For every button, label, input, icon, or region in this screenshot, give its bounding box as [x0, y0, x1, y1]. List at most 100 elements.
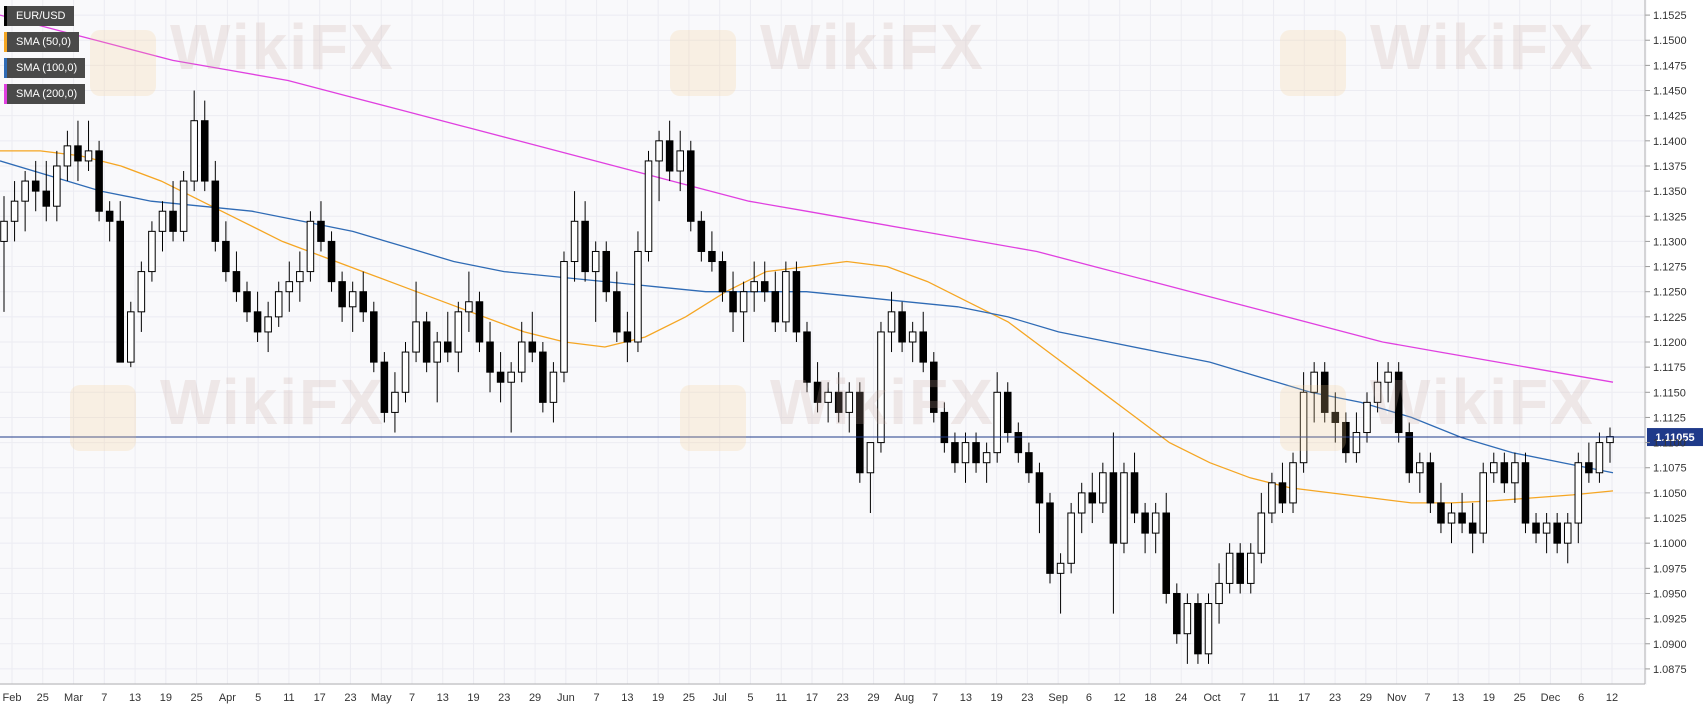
candle-body [644, 160, 653, 252]
x-tick-label: 29 [867, 692, 879, 704]
candle-body [1077, 492, 1086, 514]
candle-body [866, 442, 875, 474]
legend-swatch [4, 84, 7, 104]
x-tick-label: 17 [1298, 692, 1310, 704]
candle-body [200, 120, 209, 182]
x-tick-label: 29 [1360, 692, 1372, 704]
x-tick-label: 11 [1268, 692, 1279, 704]
candle-body [1490, 462, 1498, 474]
legend-label: SMA (50,0) [16, 36, 72, 48]
legend-swatch [4, 58, 7, 78]
x-tick-label: Sep [1048, 692, 1068, 704]
y-tick-label: 1.1350 [1653, 186, 1687, 198]
candle-body [1310, 371, 1318, 393]
y-tick-label: 1.0950 [1653, 588, 1687, 600]
candle-body [21, 180, 29, 202]
candle-body [1468, 522, 1477, 534]
y-tick-label: 1.0875 [1653, 664, 1687, 676]
candle-body [782, 271, 790, 323]
candle-body [222, 240, 230, 273]
x-tick-label: 7 [932, 692, 938, 704]
x-tick-label: 19 [990, 692, 1002, 704]
candle-body [454, 311, 463, 353]
x-tick-label: 6 [1086, 692, 1092, 704]
candle-body [813, 381, 822, 403]
watermark-text: WikiFX [760, 11, 985, 83]
candle-body [549, 371, 558, 403]
candle-body [422, 321, 431, 363]
candle-body [338, 281, 346, 308]
watermark-logo [1280, 30, 1346, 96]
last-price-line: 1.11055 [0, 428, 1703, 447]
candle-body [10, 200, 19, 222]
x-tick-label: 11 [776, 692, 787, 704]
legend-sma100[interactable]: SMA (100,0) [4, 58, 86, 78]
candle-body [1035, 472, 1044, 504]
legend-sma200[interactable]: SMA (200,0) [4, 84, 86, 104]
candle-body [412, 321, 420, 353]
candle-body [1204, 603, 1213, 655]
candle-body [370, 311, 378, 363]
candle-body [53, 165, 61, 207]
legend-swatch [4, 6, 7, 26]
candle-body [824, 391, 832, 403]
candle-body [539, 351, 547, 403]
candle-body [1141, 512, 1149, 534]
candle-body [190, 120, 198, 182]
candle-body [486, 341, 494, 373]
x-tick-label: May [371, 692, 392, 704]
candle-body [116, 220, 124, 363]
candle-body [1416, 462, 1424, 474]
candle-body [1553, 522, 1561, 544]
candle-body [919, 331, 927, 363]
y-tick-label: 1.1475 [1653, 60, 1687, 72]
candle-body [1352, 432, 1361, 454]
candle-body [433, 341, 441, 363]
candle-body [560, 261, 568, 373]
candle-body [1606, 436, 1614, 444]
candle-body [1532, 522, 1540, 534]
candle-body [507, 371, 515, 383]
y-tick-label: 1.0900 [1653, 639, 1687, 651]
candle-body [887, 311, 896, 333]
candle-body [697, 220, 706, 252]
watermark-logo [70, 385, 136, 451]
last-price-label: 1.11055 [1655, 432, 1694, 444]
candle-body [327, 240, 336, 283]
candle-body [940, 411, 949, 444]
candle-body [877, 331, 885, 444]
x-tick-label: 7 [409, 692, 415, 704]
x-tick-label: 7 [594, 692, 600, 704]
watermark-text: WikiFX [770, 366, 995, 438]
x-tick-label: 19 [467, 692, 479, 704]
candle-body [760, 281, 769, 293]
x-tick-label: Jul [713, 692, 727, 704]
x-tick-label: 13 [1452, 692, 1464, 704]
x-tick-label: 13 [621, 692, 633, 704]
candle-body [42, 190, 51, 207]
x-tick-label: 12 [1114, 692, 1126, 704]
candle-body [845, 391, 854, 413]
candle-body [634, 250, 642, 343]
x-tick-label: 29 [529, 692, 541, 704]
candle-body [1183, 603, 1192, 635]
legend-sma50[interactable]: SMA (50,0) [4, 32, 80, 52]
x-tick-label: 24 [1175, 692, 1187, 704]
x-tick-label: 23 [1021, 692, 1033, 704]
candle-body [1025, 452, 1033, 474]
candle-body [1120, 472, 1128, 544]
candle-body [1447, 512, 1456, 524]
candle-body [243, 291, 251, 313]
legend-symbol[interactable]: EUR/USD [4, 6, 74, 26]
sma-200-line [0, 14, 1614, 383]
x-tick-label: 19 [652, 692, 664, 704]
candle-body [1246, 552, 1255, 584]
candle-body [1500, 462, 1509, 484]
x-tick-label: Feb [3, 692, 22, 704]
candle-body [1299, 391, 1308, 464]
x-tick-label: 13 [960, 692, 972, 704]
candle-body [1595, 442, 1604, 474]
x-tick-label: 11 [283, 692, 294, 704]
